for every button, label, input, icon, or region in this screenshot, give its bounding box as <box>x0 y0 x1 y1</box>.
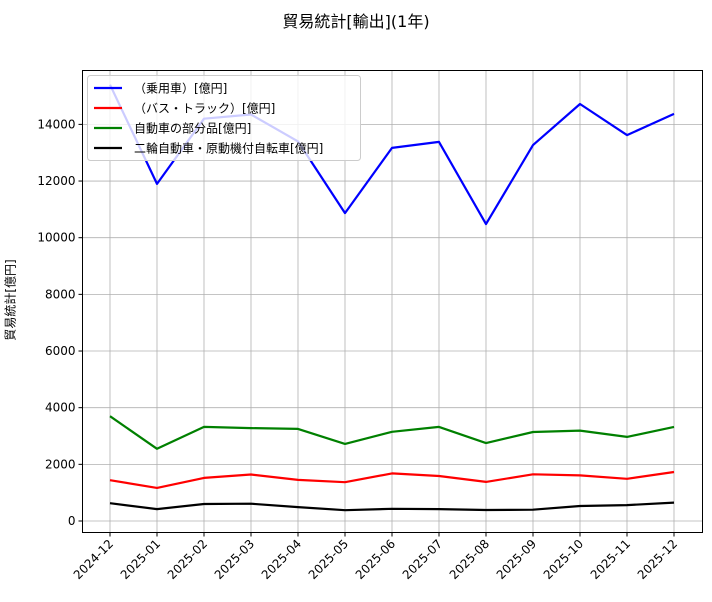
y-tick-label: 10000 <box>37 231 75 245</box>
x-tick-label: 2025-08 <box>447 537 492 582</box>
series-line <box>109 501 675 512</box>
series-line <box>109 470 675 489</box>
x-tick-label: 2024-12 <box>71 537 116 582</box>
legend: （乗用車）[億円] （バス・トラック）[億円] 自動車の部分品[億円] 二輪自動車・原… <box>87 75 361 161</box>
legend-label: 自動車の部分品[億円] <box>134 121 251 136</box>
x-tick-label: 2025-04 <box>259 537 304 582</box>
y-tick-label: 14000 <box>37 117 75 131</box>
x-tick-label: 2025-05 <box>306 537 351 582</box>
x-tick-label: 2025-03 <box>212 537 257 582</box>
x-tick-label: 2025-12 <box>635 537 680 582</box>
y-tick-label: 4000 <box>45 401 76 415</box>
legend-label: （乗用車）[億円] <box>134 82 227 96</box>
legend-label: （バス・トラック）[億円] <box>134 102 275 116</box>
x-tick-label: 2025-10 <box>541 537 586 582</box>
y-tick-label: 2000 <box>45 457 76 471</box>
y-tick-label: 6000 <box>45 344 76 358</box>
legend-label: 二輪自動車・原動機付自転車[億円] <box>134 141 323 156</box>
x-tick-label: 2025-11 <box>588 537 633 582</box>
x-axis: 2024-12 2025-01 2025-02 2025-03 2025-04 2025-… <box>71 532 680 582</box>
x-tick-label: 2025-01 <box>118 537 163 582</box>
series-line <box>109 415 675 450</box>
x-tick-label: 2025-09 <box>494 537 539 582</box>
y-tick-label: 0 <box>68 514 76 528</box>
chart-title: 貿易統計[輸出](1年) <box>282 12 430 31</box>
y-axis: 0 2000 4000 6000 8000 10000 12000 14000 <box>37 117 83 528</box>
x-tick-label: 2025-07 <box>400 537 445 582</box>
x-tick-label: 2025-02 <box>165 537 210 582</box>
y-tick-label: 8000 <box>45 287 76 301</box>
x-tick-label: 2025-06 <box>353 537 398 582</box>
legend-box <box>87 75 361 161</box>
y-tick-label: 12000 <box>37 174 75 188</box>
